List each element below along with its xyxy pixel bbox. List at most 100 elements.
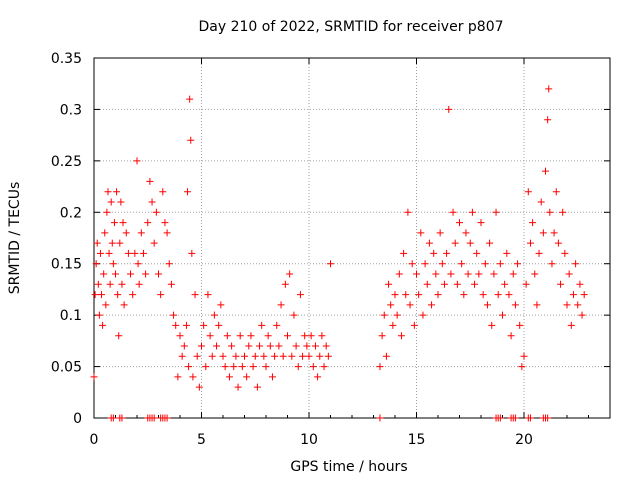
data-point bbox=[230, 363, 238, 371]
y-axis-label: SRMTID / TECUs bbox=[7, 182, 23, 295]
x-tick-labels: 0 5 10 15 20 bbox=[90, 432, 533, 448]
data-point bbox=[109, 260, 117, 268]
data-point bbox=[544, 414, 552, 422]
data-point bbox=[96, 249, 104, 257]
data-point bbox=[241, 352, 248, 360]
data-point bbox=[400, 249, 408, 257]
data-point bbox=[451, 239, 459, 247]
data-point bbox=[440, 280, 448, 288]
data-point bbox=[180, 342, 188, 350]
data-point bbox=[481, 260, 489, 268]
data-point bbox=[163, 414, 171, 422]
data-point bbox=[548, 260, 556, 268]
data-point bbox=[101, 229, 109, 237]
data-point bbox=[423, 280, 431, 288]
data-point bbox=[174, 373, 182, 381]
data-point bbox=[238, 363, 246, 371]
data-point bbox=[514, 260, 522, 268]
data-point bbox=[492, 208, 500, 216]
data-point bbox=[316, 352, 324, 360]
data-point bbox=[134, 260, 142, 268]
data-point bbox=[159, 188, 167, 196]
data-point bbox=[557, 280, 565, 288]
grid-lines bbox=[94, 58, 610, 418]
data-point bbox=[165, 260, 173, 268]
data-point bbox=[406, 301, 414, 309]
data-point bbox=[131, 249, 139, 257]
plot-frame bbox=[93, 57, 611, 419]
data-point bbox=[200, 321, 208, 329]
data-point bbox=[93, 239, 101, 247]
data-point bbox=[576, 280, 584, 288]
data-point bbox=[105, 249, 113, 257]
data-point bbox=[529, 219, 537, 227]
data-point bbox=[466, 239, 474, 247]
data-point bbox=[186, 95, 194, 103]
data-point bbox=[161, 219, 169, 227]
data-point bbox=[413, 270, 420, 278]
data-point bbox=[185, 363, 193, 371]
data-point bbox=[139, 249, 147, 257]
data-point bbox=[163, 229, 171, 237]
data-point bbox=[387, 301, 395, 309]
data-point bbox=[217, 301, 225, 309]
data-point bbox=[516, 321, 524, 329]
data-point bbox=[563, 301, 571, 309]
data-point bbox=[137, 229, 145, 237]
data-point bbox=[475, 270, 483, 278]
data-point bbox=[419, 311, 427, 319]
data-point bbox=[266, 342, 274, 350]
data-point bbox=[486, 239, 494, 247]
data-point bbox=[202, 363, 210, 371]
data-point bbox=[122, 229, 130, 237]
data-point bbox=[546, 208, 554, 216]
data-point bbox=[417, 229, 425, 237]
data-point bbox=[256, 342, 264, 350]
data-point bbox=[468, 208, 476, 216]
data-point bbox=[215, 321, 223, 329]
data-point bbox=[198, 342, 205, 350]
data-point bbox=[309, 363, 317, 371]
data-point bbox=[107, 198, 115, 206]
data-point bbox=[260, 352, 268, 360]
data-point bbox=[505, 291, 513, 299]
data-point bbox=[106, 280, 114, 288]
data-point bbox=[425, 239, 433, 247]
data-point bbox=[395, 270, 403, 278]
data-point bbox=[522, 280, 530, 288]
data-point bbox=[524, 188, 532, 196]
data-point bbox=[155, 270, 162, 278]
data-point bbox=[542, 167, 549, 175]
data-point bbox=[402, 291, 410, 299]
data-point bbox=[296, 291, 304, 299]
data-point bbox=[150, 414, 158, 422]
data-point bbox=[511, 301, 519, 309]
data-point bbox=[320, 363, 328, 371]
data-point bbox=[279, 352, 287, 360]
data-point bbox=[391, 291, 399, 299]
data-point bbox=[324, 352, 332, 360]
data-point bbox=[496, 414, 504, 422]
data-point bbox=[232, 352, 240, 360]
data-point bbox=[195, 383, 203, 391]
data-point bbox=[116, 239, 124, 247]
data-point bbox=[569, 291, 577, 299]
data-point bbox=[460, 291, 468, 299]
data-point bbox=[271, 352, 279, 360]
data-point bbox=[458, 260, 466, 268]
data-point bbox=[98, 291, 106, 299]
data-point bbox=[109, 414, 117, 422]
data-point bbox=[144, 219, 152, 227]
data-point bbox=[213, 342, 221, 350]
data-point bbox=[268, 373, 276, 381]
data-points bbox=[90, 85, 588, 422]
data-point bbox=[204, 291, 212, 299]
data-point bbox=[102, 301, 110, 309]
data-point bbox=[539, 229, 547, 237]
data-point bbox=[509, 270, 517, 278]
data-point bbox=[119, 219, 127, 227]
data-point bbox=[544, 116, 552, 124]
data-point bbox=[382, 352, 390, 360]
data-point bbox=[438, 260, 446, 268]
y-tick-label: 0.05 bbox=[51, 360, 82, 376]
